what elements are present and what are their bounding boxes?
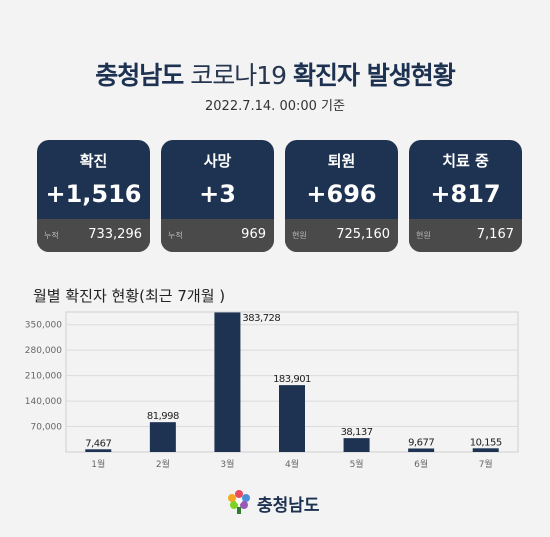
x-tick-label: 4월 bbox=[285, 458, 299, 470]
x-tick-label: 3월 bbox=[220, 458, 234, 470]
card-sub-value: 969 bbox=[241, 227, 266, 242]
footer-logo: 충청남도 bbox=[225, 488, 335, 516]
card-footer: 누적 969 bbox=[161, 219, 274, 252]
data-label: 10,155 bbox=[470, 437, 502, 448]
x-tick-label: 2월 bbox=[156, 458, 170, 470]
card-sub-value: 725,160 bbox=[336, 227, 390, 242]
x-tick-label: 1월 bbox=[91, 458, 105, 470]
bar bbox=[214, 312, 241, 452]
card-sub-value: 733,296 bbox=[88, 227, 142, 242]
card-label: 사망 bbox=[203, 152, 232, 170]
card-sub-value: 7,167 bbox=[476, 227, 514, 242]
date-subtitle: 2022.7.14. 00:00 기준 bbox=[205, 99, 345, 114]
monthly-bar-chart: 70,000 140,000 210,000 280,000 350,000 7,467 1… bbox=[25, 311, 519, 470]
card-sub-label: 현원 bbox=[416, 231, 431, 240]
data-label: 9,677 bbox=[408, 437, 434, 448]
bar bbox=[408, 448, 435, 452]
y-tick-label: 70,000 bbox=[31, 423, 63, 433]
card-sub-label: 누적 bbox=[168, 231, 183, 240]
bar bbox=[85, 449, 112, 452]
data-label: 38,137 bbox=[341, 427, 373, 438]
logo-flower-icon bbox=[228, 490, 250, 514]
title-brand: 충청남도 bbox=[95, 61, 184, 90]
x-tick-label: 7월 bbox=[479, 458, 493, 470]
y-tick-label: 140,000 bbox=[25, 397, 62, 407]
card-label: 치료 중 bbox=[442, 152, 489, 170]
card-value: +817 bbox=[430, 180, 501, 208]
card-value: +3 bbox=[199, 180, 236, 208]
data-label: 383,728 bbox=[242, 313, 280, 324]
card-footer: 누적 733,296 bbox=[37, 219, 150, 252]
x-tick-label: 6월 bbox=[414, 458, 428, 470]
logo-text: 충청남도 bbox=[257, 496, 320, 516]
stat-cards: 확진 +1,516 누적 733,296 사망 +3 누적 969 퇴원 +69… bbox=[37, 140, 522, 252]
card-sub-label: 누적 bbox=[44, 231, 59, 240]
stat-card-confirmed: 확진 +1,516 누적 733,296 bbox=[37, 140, 150, 252]
data-label: 183,901 bbox=[273, 374, 311, 385]
y-tick-label: 280,000 bbox=[25, 346, 62, 356]
card-sub-label: 현원 bbox=[292, 231, 307, 240]
page-title: 충청남도 코로나19 확진자 발생현황 bbox=[0, 56, 550, 92]
stat-card-discharged: 퇴원 +696 현원 725,160 bbox=[285, 140, 398, 252]
bar bbox=[472, 448, 499, 452]
card-value: +696 bbox=[306, 180, 377, 208]
title-end: 확진자 발생현황 bbox=[293, 61, 456, 90]
y-tick-label: 210,000 bbox=[25, 372, 62, 382]
bar bbox=[279, 385, 305, 452]
card-label: 확진 bbox=[79, 152, 108, 170]
card-value: +1,516 bbox=[45, 180, 142, 208]
data-label: 81,998 bbox=[147, 411, 179, 422]
data-label: 7,467 bbox=[85, 438, 111, 449]
card-footer: 현원 725,160 bbox=[285, 219, 398, 252]
bar bbox=[343, 438, 370, 452]
chart-title: 월별 확진자 현황(최근 7개월 ) bbox=[33, 287, 226, 305]
x-tick-label: 5월 bbox=[350, 458, 364, 470]
title-middle: 코로나19 bbox=[183, 61, 293, 90]
y-tick-label: 350,000 bbox=[25, 321, 62, 331]
bar bbox=[149, 422, 176, 452]
card-footer: 현원 7,167 bbox=[409, 219, 522, 252]
stat-card-deaths: 사망 +3 누적 969 bbox=[161, 140, 274, 252]
stat-card-in-treatment: 치료 중 +817 현원 7,167 bbox=[409, 140, 522, 252]
card-label: 퇴원 bbox=[327, 152, 356, 170]
